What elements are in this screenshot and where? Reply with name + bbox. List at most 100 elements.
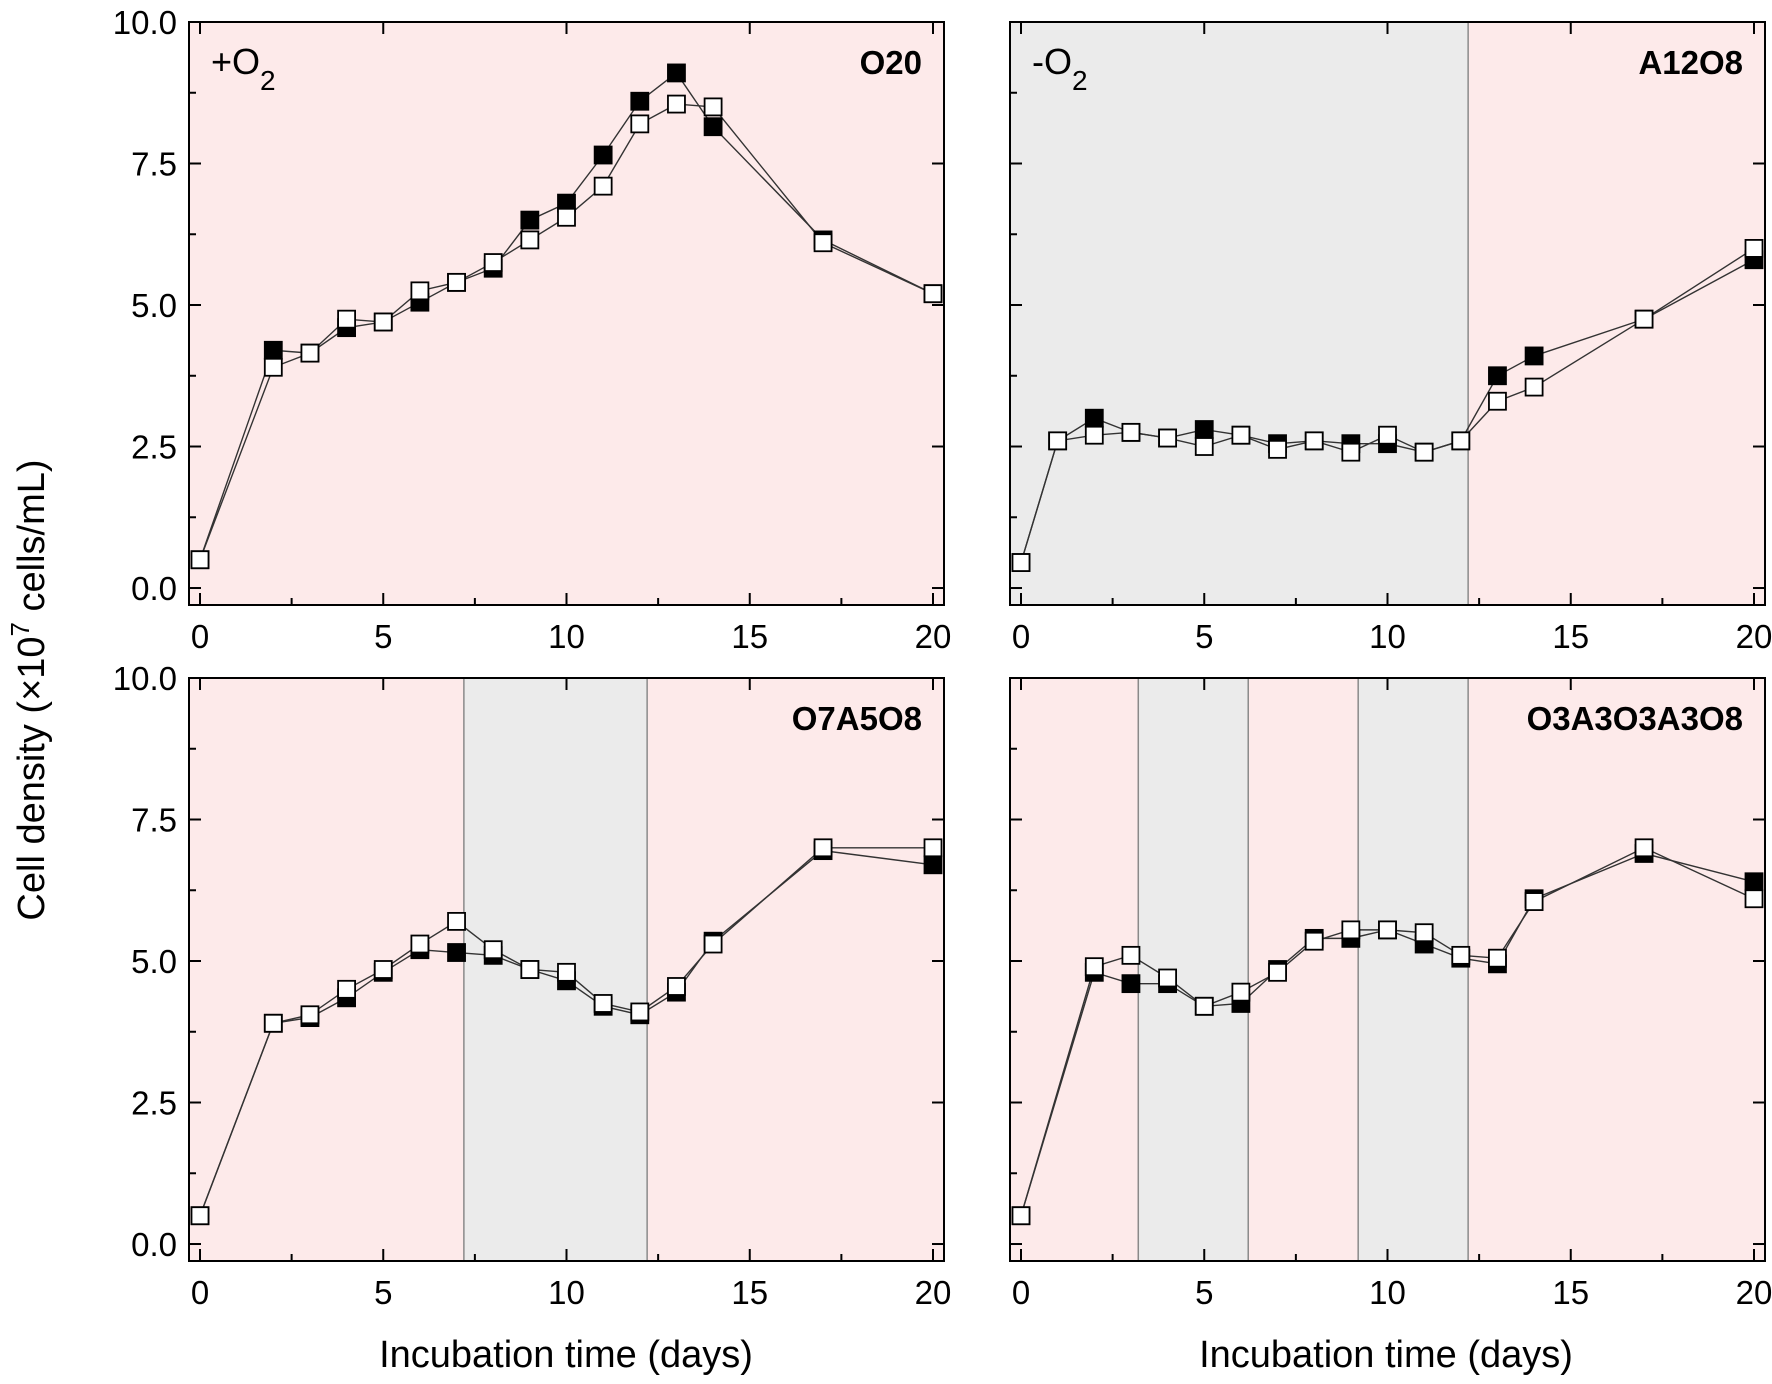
phase-band-oxic-1 — [1468, 22, 1765, 605]
phase-band-oxic-2 — [1248, 678, 1359, 1261]
data-point — [1488, 366, 1507, 386]
plot-frame — [188, 21, 945, 606]
series-filled-squares — [199, 849, 934, 1216]
data-point — [190, 1206, 210, 1226]
panel-A12O8: 0 5 10 15 20 A12O8 -O2 — [1009, 21, 1772, 655]
x-axis-title-right: Incubation time (days) — [1199, 1334, 1573, 1376]
data-point — [630, 114, 650, 134]
data-point — [1524, 346, 1544, 366]
series-open-squares — [199, 103, 934, 560]
data-point — [813, 233, 833, 253]
data-point — [520, 230, 540, 250]
x-tick-label: 20 — [1736, 1274, 1772, 1311]
y-tick-label: 5.0 — [131, 943, 177, 980]
panel-O20: 0 5 10 15 20 0.0 2.5 5.0 7.5 10.0 O20 +O2 — [113, 4, 952, 655]
series-filled-squares — [199, 71, 934, 560]
data-point — [703, 117, 723, 137]
x-tick-label: 20 — [1736, 618, 1772, 655]
panel-O3A3O3A3O8: 0 5 10 15 20 O3A3O3A3O8 — [1009, 677, 1772, 1311]
data-point — [1048, 431, 1068, 451]
data-point — [483, 940, 503, 960]
phase-band-anoxic-1 — [1138, 678, 1249, 1261]
data-point — [447, 272, 466, 292]
data-point — [593, 994, 613, 1013]
y-tick-label: 0.0 — [131, 570, 177, 607]
data-point — [1194, 420, 1214, 439]
y-tick-label: 7.5 — [131, 802, 177, 839]
data-point — [483, 253, 503, 272]
data-point — [923, 838, 943, 858]
data-point — [813, 838, 833, 858]
x-tick-label: 15 — [1552, 618, 1589, 655]
panel-title: O20 — [860, 44, 922, 81]
data-point — [300, 343, 320, 363]
data-point — [1158, 428, 1177, 448]
data-point — [1084, 408, 1104, 428]
axis-ticks — [1010, 21, 1765, 605]
phase-band-oxic-4 — [1468, 678, 1765, 1261]
series-line — [199, 71, 934, 560]
data-point — [630, 1002, 650, 1022]
data-point — [593, 176, 613, 196]
y-tick-label: 2.5 — [131, 429, 177, 466]
phase-band-anoxic-3 — [1358, 678, 1469, 1261]
series-line — [199, 847, 934, 1216]
y-tick-label: 0.0 — [131, 1226, 177, 1263]
data-point — [557, 962, 576, 982]
data-point — [1231, 425, 1251, 445]
x-axis-title-left: Incubation time (days) — [379, 1334, 753, 1376]
data-point — [1744, 239, 1764, 258]
x-tick-label: 5 — [374, 1274, 392, 1311]
data-point — [447, 943, 466, 962]
x-tick-label: 0 — [1012, 618, 1030, 655]
oxygen-condition-label: -O2 — [1032, 41, 1088, 96]
oxygen-condition-label: +O2 — [211, 41, 276, 96]
y-axis-title: Cell density (×107 cells/mL) — [5, 459, 53, 920]
data-point — [1084, 425, 1104, 445]
x-tick-label: 15 — [731, 618, 768, 655]
x-tick-label: 0 — [1012, 1274, 1030, 1311]
data-point — [337, 309, 356, 329]
panels-layer: 0 5 10 15 20 0.0 2.5 5.0 7.5 10.0 O20 +O2 0 5 10 15 20 A1… — [113, 4, 1772, 1311]
data-point — [630, 91, 650, 111]
data-point — [557, 207, 576, 227]
series-line — [199, 849, 934, 1216]
phase-band-oxic-0 — [189, 678, 464, 1261]
markers-open-squares — [1011, 239, 1764, 572]
x-tick-label: 20 — [915, 1274, 952, 1311]
data-point — [1378, 920, 1397, 940]
data-point — [1488, 948, 1507, 968]
axis-ticks — [189, 677, 944, 1261]
data-point — [263, 357, 283, 377]
series-line — [1020, 852, 1755, 1216]
x-tick-label: 0 — [191, 618, 209, 655]
markers-open-squares — [1011, 838, 1764, 1226]
data-point — [410, 281, 430, 301]
data-point — [1378, 425, 1397, 445]
data-point — [667, 94, 686, 114]
x-tick-label: 0 — [191, 1274, 209, 1311]
y-tick-label: 5.0 — [131, 287, 177, 324]
series-open-squares — [1020, 847, 1755, 1216]
x-tick-label: 10 — [1369, 1274, 1406, 1311]
data-point — [1121, 974, 1141, 994]
data-point — [1744, 889, 1764, 909]
data-point — [703, 97, 723, 117]
markers-open-squares — [190, 838, 943, 1226]
data-point — [1414, 442, 1434, 462]
data-point — [1744, 872, 1764, 892]
data-point — [667, 63, 686, 83]
data-point — [1158, 968, 1177, 988]
data-point — [1341, 442, 1361, 462]
data-point — [520, 210, 540, 230]
data-point — [1451, 431, 1471, 451]
data-point — [1084, 957, 1104, 977]
series-line — [1020, 847, 1755, 1216]
data-point — [1524, 892, 1544, 911]
data-point — [300, 1005, 320, 1025]
data-point — [1524, 377, 1544, 397]
data-point — [1488, 391, 1507, 411]
data-point — [1121, 422, 1141, 442]
plot-frame — [1009, 21, 1766, 606]
